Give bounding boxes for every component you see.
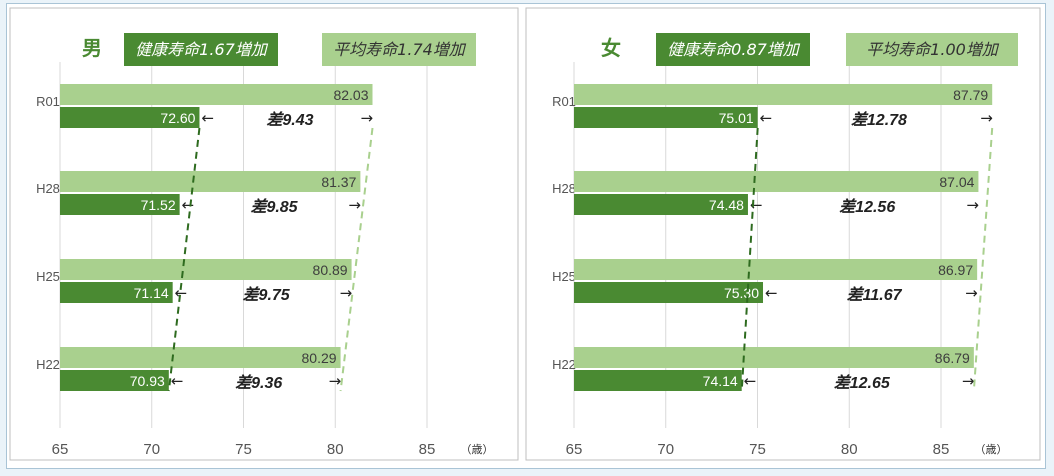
average-value-label: 80.89	[313, 262, 348, 278]
average-bar	[60, 347, 341, 368]
x-axis-unit: （歳）	[975, 443, 1008, 456]
chart-panel	[9, 7, 519, 461]
average-bar	[574, 347, 974, 368]
difference-label: 差9.75	[243, 286, 291, 304]
healthy-value-label: 70.93	[130, 373, 165, 389]
average-bar	[60, 171, 361, 192]
right-arrow: →	[348, 196, 361, 214]
x-axis-unit: （歳）	[461, 443, 494, 456]
difference-label: 差9.43	[266, 111, 313, 129]
healthy-trend-connector	[167, 127, 201, 392]
left-arrow: ←	[744, 372, 757, 390]
left-arrow: ←	[171, 372, 184, 390]
difference-label: 差9.36	[235, 374, 282, 392]
average-value-label: 80.29	[302, 350, 337, 366]
healthy-value-label: 71.52	[141, 197, 176, 213]
average-increase-box	[846, 33, 1018, 66]
healthy-bar	[60, 282, 173, 303]
healthy-increase-label: 健康寿命1.67増加	[135, 40, 269, 59]
healthy-value-label: 71.14	[134, 285, 169, 301]
x-tick-label: 65	[52, 441, 69, 458]
x-tick-label: 70	[657, 441, 674, 458]
healthy-value-label: 74.48	[709, 197, 744, 213]
x-tick-label: 80	[327, 441, 344, 458]
difference-label: 差12.65	[834, 374, 891, 392]
left-arrow: ←	[182, 196, 195, 214]
right-arrow: →	[966, 196, 979, 214]
average-value-label: 87.79	[953, 87, 988, 103]
average-bar	[60, 84, 373, 105]
category-label: H25	[552, 269, 576, 284]
x-tick-label: 85	[933, 441, 950, 458]
right-arrow: →	[965, 284, 978, 302]
healthy-bar	[574, 282, 764, 303]
average-bar	[574, 259, 978, 280]
left-arrow: ←	[201, 109, 214, 127]
healthy-trend-connector	[740, 127, 759, 392]
healthy-bar	[60, 107, 200, 128]
healthy-value-label: 74.14	[703, 373, 738, 389]
x-tick-label: 75	[235, 441, 252, 458]
right-arrow: →	[980, 109, 993, 127]
healthy-increase-box	[656, 33, 810, 66]
category-label: R01	[552, 94, 576, 109]
healthy-bar	[574, 370, 742, 391]
category-label: H22	[36, 357, 60, 372]
healthy-increase-label: 健康寿命0.87増加	[667, 40, 801, 59]
right-arrow: →	[340, 284, 353, 302]
average-bar	[574, 171, 979, 192]
average-value-label: 81.37	[321, 174, 356, 190]
left-arrow: ←	[765, 284, 778, 302]
healthy-bar	[60, 194, 180, 215]
right-arrow: →	[329, 372, 342, 390]
difference-label: 差11.67	[847, 286, 903, 304]
average-increase-box	[322, 33, 476, 66]
average-trend-connector	[972, 127, 994, 392]
x-tick-label: 70	[143, 441, 160, 458]
difference-label: 差12.56	[839, 198, 895, 216]
x-tick-label: 80	[841, 441, 858, 458]
average-increase-label: 平均寿命1.00増加	[866, 40, 1000, 59]
category-label: R01	[36, 94, 60, 109]
average-trend-connector	[339, 127, 374, 392]
left-arrow: ←	[175, 284, 188, 302]
sex-label: 男	[82, 36, 102, 60]
average-increase-label: 平均寿命1.74増加	[333, 40, 467, 59]
average-value-label: 86.97	[938, 262, 973, 278]
category-label: H28	[552, 181, 576, 196]
category-label: H25	[36, 269, 60, 284]
left-arrow: ←	[760, 109, 773, 127]
average-bar	[60, 259, 352, 280]
average-value-label: 87.04	[939, 174, 974, 190]
chart-panel	[525, 7, 1041, 461]
x-tick-label: 65	[566, 441, 583, 458]
healthy-bar	[574, 194, 748, 215]
left-arrow: ←	[750, 196, 763, 214]
right-arrow: →	[361, 109, 374, 127]
difference-label: 差9.85	[250, 198, 298, 216]
right-arrow: →	[962, 372, 975, 390]
average-value-label: 86.79	[935, 350, 970, 366]
healthy-value-label: 75.01	[719, 110, 754, 126]
difference-label: 差12.78	[851, 111, 907, 129]
sex-label: 女	[601, 36, 621, 60]
healthy-increase-box	[124, 33, 278, 66]
x-tick-label: 85	[419, 441, 436, 458]
healthy-bar	[574, 107, 758, 128]
healthy-value-label: 75.30	[724, 285, 759, 301]
category-label: H28	[36, 181, 60, 196]
healthy-bar	[60, 370, 169, 391]
healthy-value-label: 72.60	[160, 110, 195, 126]
average-bar	[574, 84, 993, 105]
category-label: H22	[552, 357, 576, 372]
x-tick-label: 75	[749, 441, 766, 458]
average-value-label: 82.03	[333, 87, 368, 103]
